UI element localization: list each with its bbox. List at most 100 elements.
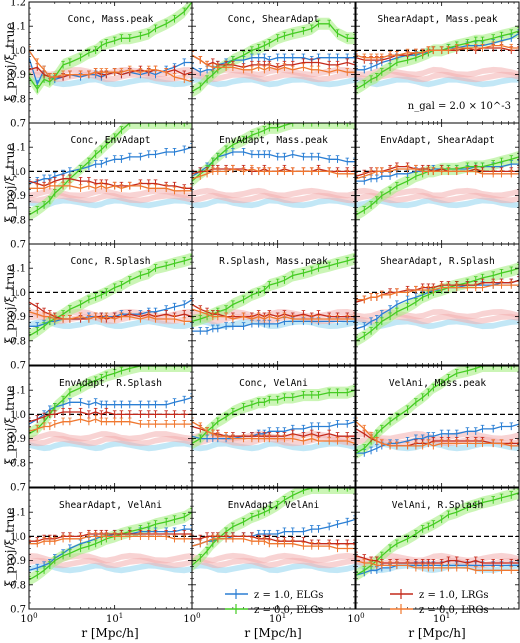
y-tick-label: 0.8 (10, 580, 26, 591)
x-tick-label: 101 (106, 612, 123, 625)
y-tick-label: 0.7 (10, 240, 26, 251)
legend-label-lrg-z0: z = 0.0, LRGs (419, 605, 489, 616)
y-tick-label: 0.7 (10, 605, 26, 616)
legend-entry-lrg-z1: z = 1.0, LRGs (390, 589, 489, 601)
band-pink-b (29, 187, 192, 199)
series-line-lrg-z1 (29, 178, 192, 189)
y-tick-label: 1.1 (10, 264, 26, 275)
series-line-elg-z0 (29, 2, 192, 91)
legend-label-elg-z0: z = 0.0, ELGs (254, 605, 323, 616)
plot-area-7 (29, 252, 192, 342)
y-tick-label: 1.0 (10, 288, 26, 299)
panel-3: ShearAdapt, Mass.peak (355, 1, 520, 124)
series-line-elg-z0 (29, 123, 192, 216)
band-pink-a (192, 71, 355, 83)
band-green (192, 252, 355, 328)
series-line-lrg-z0 (29, 311, 192, 323)
series-line-elg-z1 (29, 57, 192, 87)
panel-8: R.Splash, Mass.peak (191, 243, 356, 366)
band-green (29, 123, 192, 221)
band-pink-b (29, 431, 192, 442)
panel-6: EnvAdapt, ShearAdapt (355, 122, 520, 245)
series-line-lrg-z0 (192, 54, 355, 73)
series-line-elg-z1 (192, 320, 355, 332)
series-line-lrg-z1 (356, 555, 519, 564)
series-line-elg-z1 (356, 423, 519, 454)
series-line-elg-z1 (356, 279, 519, 330)
band-blue (356, 76, 519, 88)
series-line-lrg-z0 (356, 421, 519, 447)
plot-area-11 (192, 384, 355, 452)
series-line-lrg-z1 (29, 411, 192, 423)
panel-title: ShearAdapt, VelAni (59, 500, 162, 511)
y-axis-label-row-1: ξ_proj/ξ_true (3, 22, 17, 101)
legend-entry-elg-z1: z = 1.0, ELGs (225, 589, 323, 601)
series-line-lrg-z0 (356, 284, 519, 301)
series-line-lrg-z1 (192, 535, 355, 545)
band-green (356, 25, 519, 96)
y-tick-label: 0.8 (10, 94, 26, 105)
panel-9: ShearAdapt, R.Splash (355, 243, 520, 366)
y-tick-label: 1.1 (10, 386, 26, 397)
panel-title: ShearAdapt, R.Splash (380, 256, 494, 267)
n-gal-annotation: n_gal = 2.0 × 10^-3 (408, 101, 511, 112)
y-axis-label-row-2: ξ_proj/ξ_true (3, 143, 17, 222)
y-tick-label: 1.1 (10, 508, 26, 519)
band-green (192, 488, 355, 572)
x-tick-label: 100 (347, 612, 364, 625)
y-tick-label: 0.7 (10, 483, 26, 494)
panel-title: Conc, VelAni (239, 378, 308, 389)
x-tick-label: 100 (183, 612, 200, 625)
panel-title: EnvAdapt, Mass.peak (219, 135, 328, 146)
legend-entry-elg-z0: z = 0.0, ELGs (225, 604, 323, 616)
series-line-lrg-z1 (192, 168, 355, 175)
panel-title: Conc, EnvAdapt (70, 135, 150, 146)
legend-elg: z = 1.0, ELGs z = 0.0, ELGs (225, 589, 323, 616)
band-pink-b (356, 187, 519, 199)
y-tick-label: 0.7 (10, 119, 26, 130)
y-tick-label: 1.2 (10, 0, 26, 9)
series-line-lrg-z0 (192, 538, 355, 550)
series-line-elg-z1 (29, 396, 192, 425)
panel-1: 0.7 0.8 0.9 1.0 1.1 1.2 Conc, Mass.peak (10, 0, 193, 130)
y-tick-label: 1.0 (10, 167, 26, 178)
series-line-lrg-z0 (356, 559, 519, 571)
plot-area-13 (29, 506, 192, 586)
band-green (29, 2, 192, 96)
y-tick-label: 0.9 (10, 312, 26, 323)
plot-area-5 (192, 123, 355, 209)
panel-12: VelAni, Mass.peak (355, 365, 520, 488)
series-line-elg-z0 (192, 257, 355, 323)
series-line-elg-z1 (192, 518, 355, 547)
y-tick-label: 0.9 (10, 556, 26, 567)
series-line-elg-z0 (192, 389, 355, 444)
band-green (29, 252, 192, 342)
series-line-lrg-z0 (192, 168, 355, 180)
series-line-elg-z0 (192, 23, 355, 93)
legend-entry-lrg-z0: z = 0.0, LRGs (390, 604, 489, 616)
panel-title: R.Splash, Mass.peak (219, 256, 328, 267)
band-pink-b (192, 187, 355, 199)
series-line-lrg-z0 (29, 50, 192, 83)
panel-10: 0.7 0.8 0.9 1.0 1.1 EnvAdapt, R.Splash (10, 365, 193, 494)
panel-11: Conc, VelAni (191, 365, 356, 488)
plot-area-2 (192, 17, 355, 98)
plot-area-3 (356, 25, 519, 96)
x-axis-label-col-2: r [Mpc/h] (244, 626, 301, 640)
series-line-lrg-z0 (29, 185, 192, 192)
series-line-elg-z0 (192, 488, 355, 566)
series-line-elg-z1 (356, 564, 519, 576)
band-blue (356, 197, 519, 209)
panel-title: VelAni, R.Splash (392, 500, 484, 511)
band-pink-a (192, 557, 355, 569)
panel-13: 0.7 0.8 0.9 1.0 1.1 100 101 ShearAdapt, VelAni (10, 487, 193, 625)
band-green (356, 150, 519, 221)
panel-grid: 0.7 0.8 0.9 1.0 1.1 1.2 Conc, Mass.peak Conc, S… (10, 0, 520, 625)
legend-label-lrg-z1: z = 1.0, LRGs (419, 590, 489, 601)
series-line-elg-z1 (192, 421, 355, 440)
panel-title: EnvAdapt, VelAni (228, 500, 320, 511)
series-line-lrg-z1 (29, 533, 192, 542)
y-tick-label: 0.9 (10, 191, 26, 202)
